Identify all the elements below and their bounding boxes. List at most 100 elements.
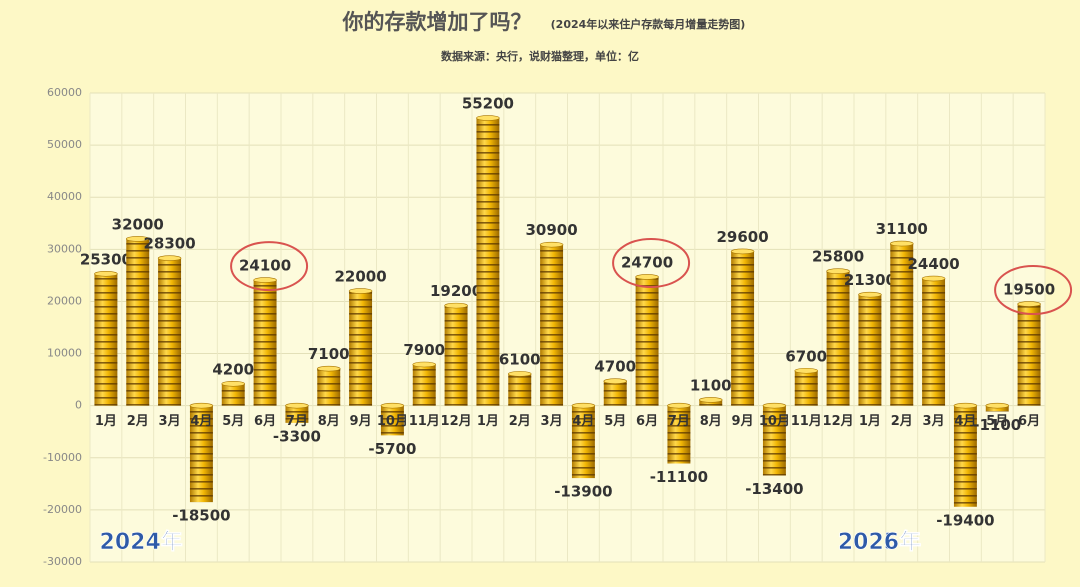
x-tick-label: 10月 — [377, 414, 408, 429]
x-tick-label: 12月 — [823, 414, 854, 429]
coin-top — [253, 277, 277, 283]
coin-top — [921, 275, 946, 282]
value-label: 24700 — [621, 253, 673, 271]
x-tick-label: 1月 — [859, 414, 881, 429]
value-label: 1100 — [690, 376, 732, 394]
coin-stripes — [922, 278, 946, 406]
coin-stripes — [762, 405, 786, 476]
coin-stripes — [476, 118, 500, 406]
coin-stripes — [540, 244, 564, 406]
value-label: 32000 — [112, 215, 164, 233]
value-label: 29600 — [716, 228, 768, 246]
x-tick-label: 2月 — [127, 414, 149, 429]
coin-stripes — [158, 258, 182, 406]
coin-top — [1017, 301, 1041, 307]
value-label: 6100 — [499, 350, 541, 368]
value-label: 24400 — [907, 255, 959, 273]
coin-top — [635, 274, 659, 280]
x-tick-label: 5月 — [986, 414, 1008, 429]
y-tick-label: 0 — [75, 399, 82, 412]
coin-stripes — [317, 368, 341, 406]
coin-top — [348, 288, 373, 294]
coin-stripes — [794, 370, 818, 406]
y-tick-label: -10000 — [43, 451, 82, 464]
source-note: 数据来源：央行，说财猫整理，单位：亿 — [441, 49, 639, 63]
value-label: 55200 — [462, 95, 514, 113]
coin-stripes — [285, 405, 309, 423]
x-tick-label: 2月 — [891, 414, 913, 429]
value-label: 28300 — [143, 235, 195, 253]
x-tick-label: 3月 — [159, 414, 181, 429]
x-tick-label: 12月 — [441, 414, 472, 429]
coin-top — [953, 402, 978, 409]
highlight-circle — [612, 237, 691, 288]
x-tick-label: 4月 — [572, 414, 594, 429]
x-tick-label: 2月 — [509, 414, 531, 429]
highlight-circle — [230, 241, 309, 292]
coin-top — [889, 240, 914, 247]
coin-top — [285, 402, 309, 409]
coin-top — [603, 378, 628, 384]
x-tick-label: 11月 — [409, 414, 440, 429]
coin-top — [316, 365, 341, 372]
coin-top — [94, 271, 118, 277]
value-label: 25300 — [80, 250, 132, 268]
value-label: -5700 — [368, 440, 416, 458]
value-label: -11100 — [650, 468, 708, 486]
coin-top — [730, 248, 755, 255]
coin-stripes — [667, 405, 691, 464]
value-label: -19400 — [936, 511, 994, 529]
x-tick-label: 5月 — [604, 414, 626, 429]
coin-stripes — [508, 373, 532, 406]
y-tick-label: 10000 — [47, 347, 82, 360]
x-tick-label: 6月 — [1018, 414, 1040, 429]
coin-top — [221, 380, 246, 387]
coin-stripes — [189, 405, 213, 503]
coin-top — [698, 397, 723, 403]
coin-stripes — [890, 243, 914, 406]
coin-stripes — [412, 364, 436, 406]
value-label: 24100 — [239, 257, 291, 275]
value-label: 4700 — [594, 358, 636, 376]
value-label: 30900 — [525, 221, 577, 239]
coin-top — [189, 402, 214, 409]
x-tick-label: 7月 — [286, 414, 308, 429]
x-tick-label: 5月 — [222, 414, 244, 429]
coin-top — [380, 402, 405, 409]
y-tick-label: 60000 — [47, 86, 82, 99]
y-tick-label: 50000 — [47, 138, 82, 151]
x-tick-label: 7月 — [668, 414, 690, 429]
value-label: 4200 — [212, 360, 254, 378]
value-label: -18500 — [172, 507, 230, 525]
coin-top — [507, 371, 532, 377]
x-tick-label: 4月 — [954, 414, 976, 429]
value-label: -13400 — [745, 480, 803, 498]
coin-top — [412, 361, 437, 368]
coin-stripes — [1017, 304, 1041, 406]
coin-top — [667, 402, 691, 409]
x-tick-label: 9月 — [350, 414, 372, 429]
y-tick-label: -20000 — [43, 503, 82, 516]
x-tick-label: 6月 — [254, 414, 276, 429]
coin-stripes — [953, 405, 977, 507]
coin-top — [571, 402, 596, 409]
value-label: -13900 — [554, 483, 612, 501]
coin-stripes — [349, 291, 373, 406]
coin-stripes — [444, 305, 468, 406]
coin-stripes — [731, 251, 755, 406]
coin-stripes — [858, 294, 882, 406]
coin-stripes — [571, 405, 595, 479]
value-label: 21300 — [844, 271, 896, 289]
x-tick-label: 1月 — [477, 414, 499, 429]
coin-top — [125, 236, 150, 242]
value-label: 6700 — [785, 347, 827, 365]
coin-top — [476, 115, 500, 121]
x-tick-label: 3月 — [541, 414, 563, 429]
coin-stripes — [603, 381, 627, 406]
coin-stripes — [380, 405, 404, 436]
x-tick-label: 8月 — [700, 414, 722, 429]
value-label: -1100 — [973, 416, 1021, 434]
coin-top — [444, 302, 468, 309]
value-label: -3300 — [273, 427, 321, 445]
